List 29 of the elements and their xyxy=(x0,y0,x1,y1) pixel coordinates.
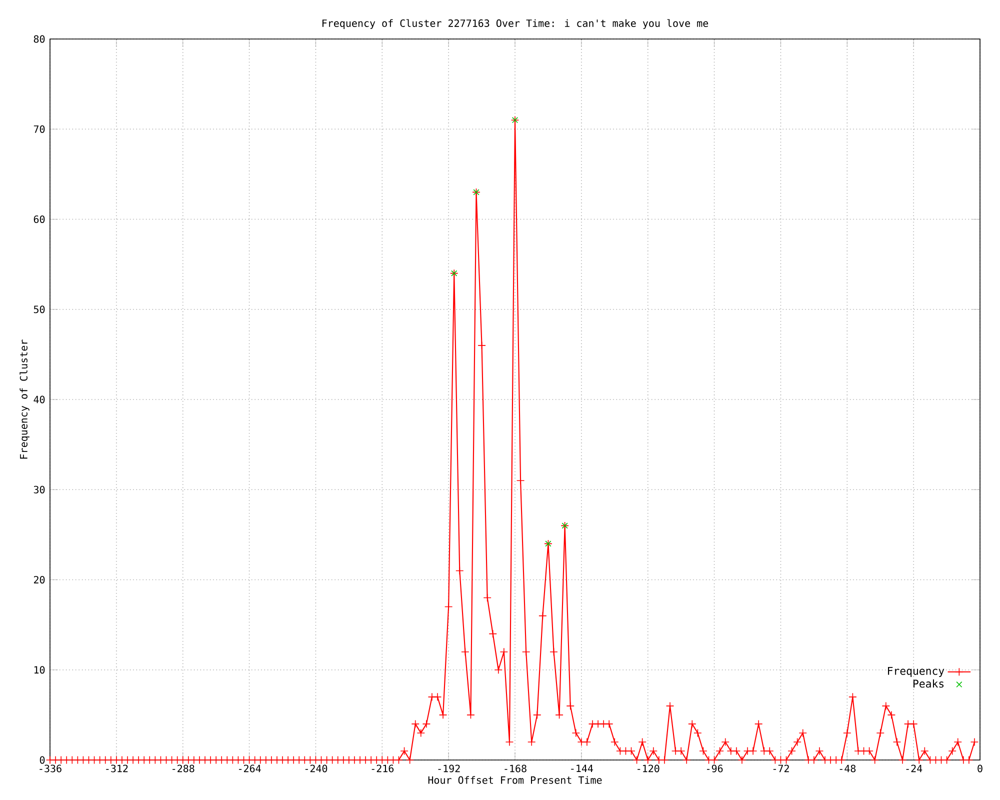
x-tick-label: -216 xyxy=(372,764,394,772)
y-tick-label: 40 xyxy=(34,396,45,404)
y-tick-label: 10 xyxy=(34,666,45,674)
x-tick-label: -264 xyxy=(238,764,261,772)
y-tick-label: 0 xyxy=(40,756,45,764)
x-tick-label: -168 xyxy=(504,764,526,772)
y-tick-label: 50 xyxy=(34,306,45,314)
y-tick-label: 80 xyxy=(34,35,45,43)
legend-label: Frequency xyxy=(888,666,944,677)
x-tick-label: -312 xyxy=(106,764,128,772)
y-tick-label: 30 xyxy=(34,486,45,494)
legend-label: Peaks xyxy=(914,679,944,688)
x-tick-label: 0 xyxy=(978,764,982,772)
y-axis-title: Frequency of Cluster xyxy=(20,340,30,459)
x-tick-label: -120 xyxy=(638,764,660,772)
x-tick-label: -240 xyxy=(305,764,328,772)
y-tick-label: 70 xyxy=(34,125,45,133)
x-tick-label: -48 xyxy=(840,764,856,772)
x-tick-label: -144 xyxy=(571,764,593,772)
x-axis-title: Hour Offset From Present Time xyxy=(428,776,602,784)
x-tick-label: -336 xyxy=(40,764,62,772)
x-tick-label: -288 xyxy=(172,764,194,772)
x-tick-label: -24 xyxy=(906,764,922,772)
y-tick-label: 60 xyxy=(34,215,45,224)
y-tick-label: 20 xyxy=(34,576,45,584)
x-tick-label: -96 xyxy=(707,764,723,772)
chart-title: Frequency of Cluster 2277163 Over Time: i can't make you love me xyxy=(322,19,708,29)
x-tick-label: -72 xyxy=(773,764,789,772)
x-tick-label: -192 xyxy=(438,764,460,772)
